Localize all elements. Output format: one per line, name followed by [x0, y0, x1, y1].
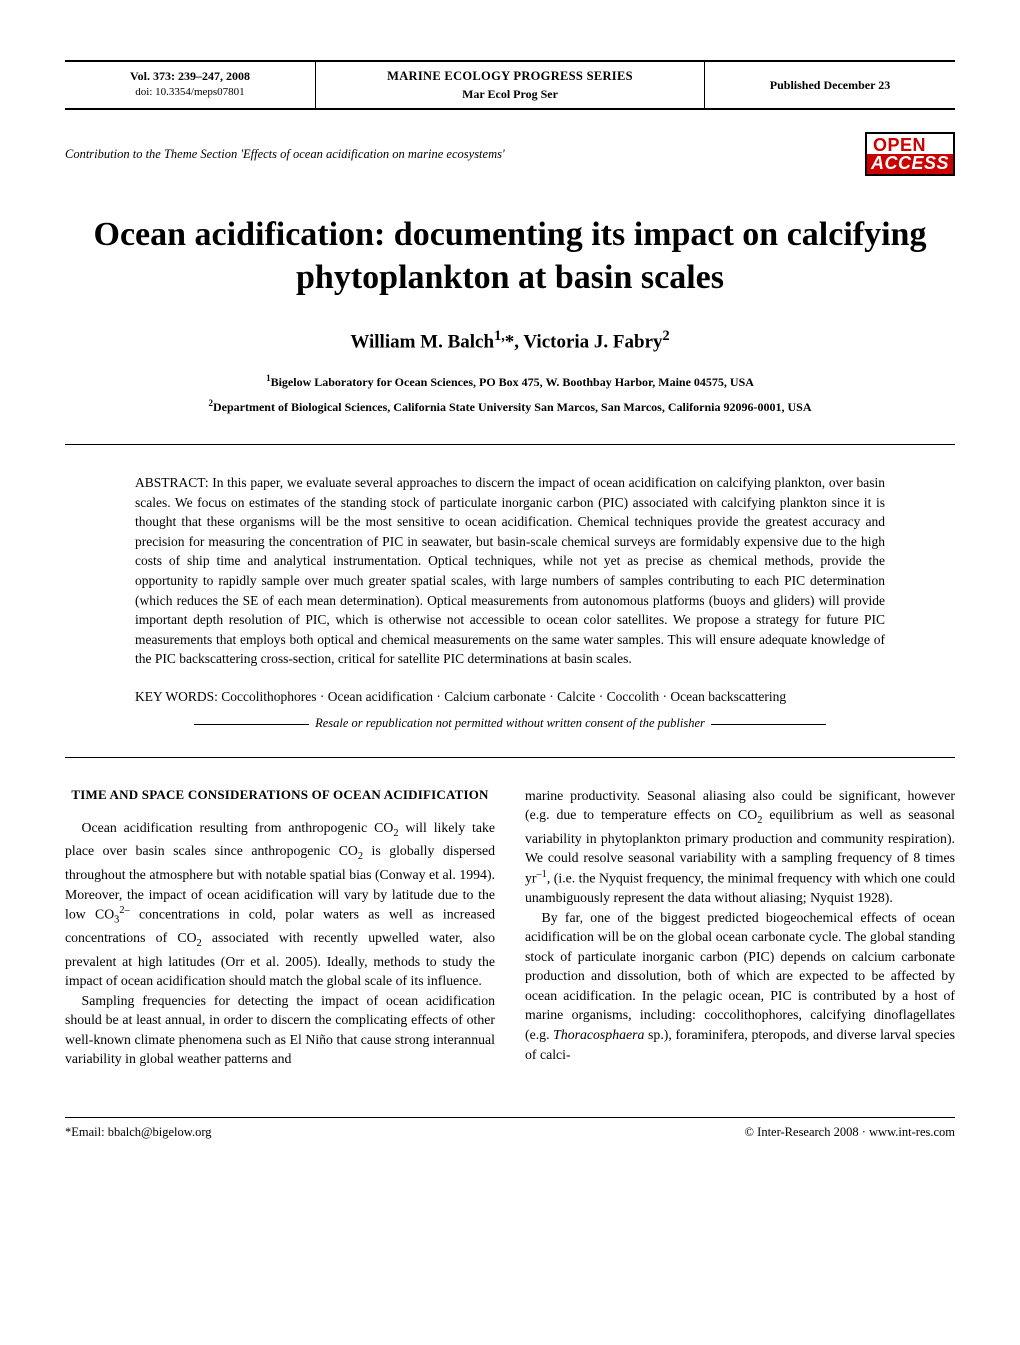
copyright: © Inter-Research 2008 · www.int-res.com — [745, 1124, 955, 1142]
authors: William M. Balch1,*, Victoria J. Fabry2 — [65, 327, 955, 356]
keywords: KEY WORDS: Coccolithophores · Ocean acid… — [135, 687, 885, 707]
abstract-text: ABSTRACT: In this paper, we evaluate sev… — [135, 473, 885, 669]
journal-header: Vol. 373: 239–247, 2008 doi: 10.3354/mep… — [65, 60, 955, 110]
contribution-text: Contribution to the Theme Section 'Effec… — [65, 146, 505, 164]
divider-top — [65, 444, 955, 445]
header-series-cell: MARINE ECOLOGY PROGRESS SERIES Mar Ecol … — [316, 62, 705, 108]
article-title: Ocean acidification: documenting its imp… — [65, 214, 955, 299]
body-columns: TIME AND SPACE CONSIDERATIONS OF OCEAN A… — [65, 786, 955, 1069]
body-para: Ocean acidification resulting from anthr… — [65, 818, 495, 991]
abstract-label: ABSTRACT: — [135, 475, 212, 490]
resale-text: Resale or republication not permitted wi… — [315, 716, 705, 730]
series-abbr: Mar Ecol Prog Ser — [326, 86, 694, 103]
contribution-row: Contribution to the Theme Section 'Effec… — [65, 132, 955, 176]
abstract-block: ABSTRACT: In this paper, we evaluate sev… — [65, 473, 955, 707]
affiliation-1: 1Bigelow Laboratory for Ocean Sciences, … — [65, 372, 955, 391]
resale-notice: Resale or republication not permitted wi… — [65, 715, 955, 733]
corresponding-email: *Email: bbalch@bigelow.org — [65, 1124, 212, 1142]
page-footer: *Email: bbalch@bigelow.org © Inter-Resea… — [65, 1117, 955, 1142]
body-para: Sampling frequencies for detecting the i… — [65, 991, 495, 1069]
affiliation-2: 2Department of Biological Sciences, Cali… — [65, 397, 955, 416]
published-date: Published December 23 — [770, 77, 890, 94]
header-vol-cell: Vol. 373: 239–247, 2008 doi: 10.3354/mep… — [65, 62, 316, 108]
keywords-text: Coccolithophores · Ocean acidification ·… — [221, 689, 786, 704]
body-para: marine productivity. Seasonal aliasing a… — [525, 786, 955, 908]
open-access-badge: OPEN ACCESS — [865, 132, 955, 176]
volume-info: Vol. 373: 239–247, 2008 — [75, 68, 305, 85]
keywords-label: KEY WORDS: — [135, 689, 221, 704]
body-para: By far, one of the biggest predicted bio… — [525, 908, 955, 1065]
abstract-body: In this paper, we evaluate several appro… — [135, 475, 885, 666]
open-access-bottom: ACCESS — [867, 154, 953, 174]
series-title: MARINE ECOLOGY PROGRESS SERIES — [326, 68, 694, 86]
open-access-top: OPEN — [867, 134, 953, 154]
left-column: TIME AND SPACE CONSIDERATIONS OF OCEAN A… — [65, 786, 495, 1069]
divider-bottom — [65, 757, 955, 758]
doi: doi: 10.3354/meps07801 — [75, 85, 305, 100]
section-heading: TIME AND SPACE CONSIDERATIONS OF OCEAN A… — [65, 786, 495, 804]
right-column: marine productivity. Seasonal aliasing a… — [525, 786, 955, 1069]
header-date-cell: Published December 23 — [705, 62, 955, 108]
